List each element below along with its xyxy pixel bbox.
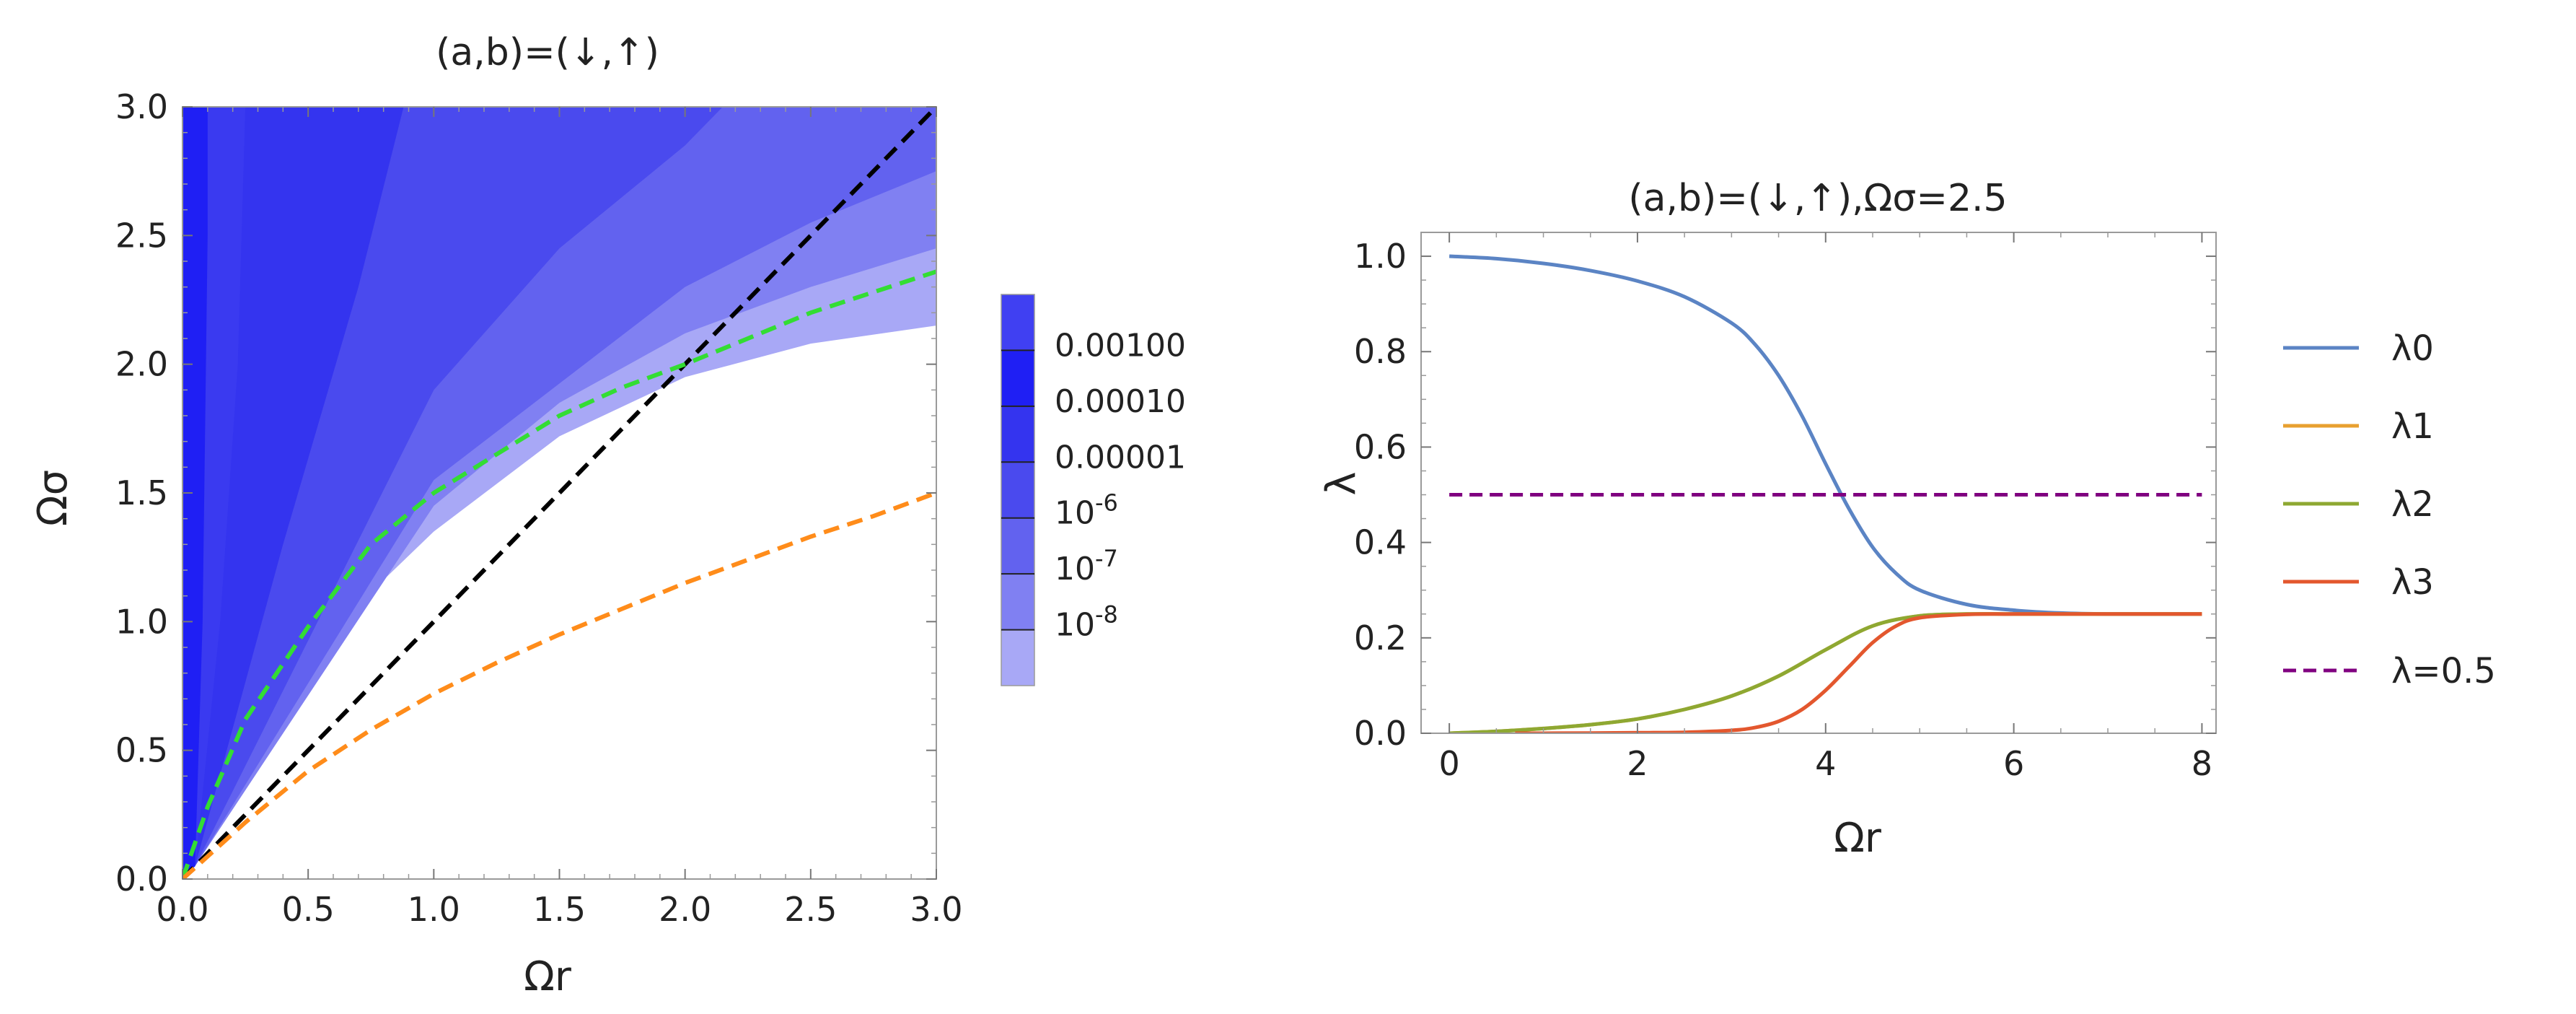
colorbar-level-0: 0.00100 (1055, 327, 1186, 364)
contour-xtick-6: 3.0 (910, 890, 962, 929)
contour-ylabel: Ωσ (30, 470, 76, 526)
contour-xtick-5: 2.5 (784, 890, 837, 929)
contour-ytick-5: 2.5 (115, 216, 168, 255)
line-ytick-0: 0.0 (1354, 714, 1407, 753)
line-ylabel: λ (1318, 471, 1365, 495)
contour-ytick-0: 0.0 (115, 860, 168, 899)
contour-ytick-6: 3.0 (115, 87, 168, 126)
contour-dashed-line-0 (183, 107, 936, 879)
contour-ytick-1: 0.5 (115, 731, 168, 770)
line-ytick-5: 1.0 (1354, 237, 1407, 276)
line-ytick-4: 0.8 (1354, 332, 1407, 371)
contour-lines (183, 107, 936, 879)
line-ticks: 0 2 4 6 8 0.0 0.2 0.4 0.6 0.8 1.0 (1354, 232, 2216, 783)
contour-xlabel: Ωr (524, 953, 572, 1000)
series-line-2 (1449, 612, 2202, 733)
line-xtick-3: 6 (2003, 744, 2024, 783)
contour-ytick-4: 2.0 (115, 345, 168, 384)
line-ytick-2: 0.4 (1354, 523, 1407, 562)
colorbar-level-1: 0.00010 (1055, 383, 1186, 420)
contour-plot-title: (a,b)=(↓,↑) (436, 31, 659, 74)
line-ytick-1: 0.2 (1354, 619, 1407, 657)
line-series (1449, 254, 2202, 733)
line-plot-title: (a,b)=(↓,↑),Ωσ=2.5 (1628, 177, 2007, 220)
colorbar-segment-6 (1001, 629, 1034, 686)
contour-ytick-2: 1.0 (115, 602, 168, 641)
contour-xtick-1: 0.5 (282, 890, 335, 929)
line-xtick-4: 8 (2192, 744, 2212, 783)
legend: λ0 λ1 λ2 λ3 λ=0.5 (2283, 328, 2496, 691)
line-plot-frame (1420, 232, 2217, 734)
colorbar-segment-3 (1001, 462, 1034, 519)
contour-ytick-3: 1.5 (115, 473, 168, 512)
line-xtick-2: 4 (1815, 744, 1836, 783)
legend-label-1: λ1 (2391, 406, 2434, 447)
legend-label-3: λ3 (2391, 562, 2434, 603)
colorbar-level-3: 10-6 (1055, 489, 1118, 532)
colorbar: 0.00100 0.00010 0.00001 10-6 10-7 10-8 (1001, 294, 1186, 686)
contour-dashed-line-1 (183, 269, 936, 879)
line-ytick-3: 0.6 (1354, 427, 1407, 466)
contour-ticks: 0.0 0.5 1.0 1.5 2.0 2.5 3.0 0.0 0.5 1.0 1.5 2.0 2.5 3… (115, 87, 963, 929)
series-line-1 (1449, 612, 2202, 733)
colorbar-segment-5 (1001, 574, 1034, 631)
series-line-0 (1449, 254, 2202, 616)
colorbar-level-4: 10-7 (1055, 545, 1118, 587)
contour-dashed-line-2 (183, 491, 936, 879)
colorbar-level-2: 0.00001 (1055, 439, 1186, 476)
contour-plot: (a,b)=(↓,↑) 0.0 0.5 1.0 1.5 2.0 2.5 3.0 0.0 0.5 1… (30, 31, 1186, 1000)
colorbar-segment-4 (1001, 517, 1034, 574)
line-xtick-1: 2 (1627, 744, 1648, 783)
line-xtick-0: 0 (1438, 744, 1459, 783)
colorbar-level-5: 10-8 (1055, 601, 1118, 644)
colorbar-segment-0 (1001, 294, 1034, 351)
contour-xtick-3: 1.5 (533, 890, 586, 929)
legend-label-2: λ2 (2391, 484, 2434, 525)
contour-xtick-4: 2.0 (659, 890, 711, 929)
contour-regions (183, 107, 936, 879)
contour-xtick-2: 1.0 (408, 890, 460, 929)
colorbar-segment-2 (1001, 406, 1034, 463)
contour-region-6 (183, 107, 208, 879)
legend-label-4: λ=0.5 (2391, 651, 2496, 691)
colorbar-segment-1 (1001, 350, 1034, 407)
contour-xtick-0: 0.0 (156, 890, 208, 929)
line-plot: (a,b)=(↓,↑),Ωσ=2.5 0 2 4 6 8 0.0 0.2 0.4 0.6 0.8 1… (1318, 177, 2496, 862)
legend-label-0: λ0 (2391, 328, 2434, 369)
line-xlabel: Ωr (1834, 815, 1882, 862)
